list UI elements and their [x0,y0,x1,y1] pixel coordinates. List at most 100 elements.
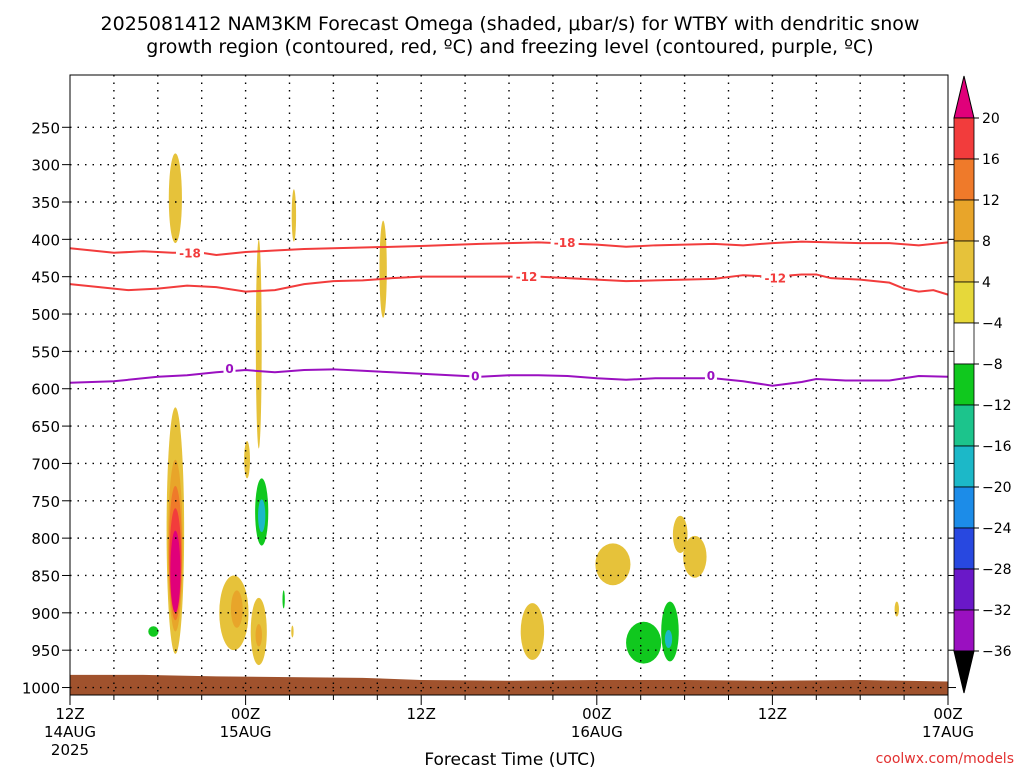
colorbar-top-arrow [953,75,975,119]
y-tick-label: 450 [31,269,60,287]
omega-cell [230,590,243,628]
x-tick-label: 12Z [55,705,84,723]
omega-cell [170,530,181,613]
colorbar-label: −32 [982,603,1012,619]
omega-cell [520,603,545,660]
y-tick-label: 550 [31,343,60,361]
credit-text: coolwx.com/models [876,751,1014,767]
colorbar-bin [953,527,975,570]
y-tick-label: 350 [31,194,60,212]
colorbar-label: −20 [982,480,1012,496]
contour-label-bg [469,368,482,385]
colorbar-label: 8 [982,234,991,250]
y-tick-label: 750 [31,493,60,511]
colorbar-label: 12 [982,193,1000,209]
contour-label-bg [175,244,204,261]
x-tick-label: 15AUG [220,723,272,741]
colorbar-bin [953,117,975,160]
terrain-fill [70,674,948,695]
omega-cell [379,220,387,318]
contour-label: 0 [225,362,233,376]
y-tick-label: 1000 [22,680,60,698]
colorbar: 20 16 12 8 4 −4 −8 −12 −16 −20 −24 −28 −32 −36 [953,75,1012,694]
omega-cell [664,630,673,648]
y-tick-label: 650 [31,418,60,436]
x-tick-label: 12Z [407,705,436,723]
colorbar-bin [953,281,975,324]
x-tick-label: 00Z [231,705,260,723]
contour-label: -12 [764,272,786,286]
colorbar-label: −24 [982,521,1012,537]
y-tick-label: 400 [31,231,60,249]
y-tick-label: 800 [31,530,60,548]
x-tick-label: 14AUG [44,723,96,741]
colorbar-bin [953,609,975,652]
plot-background [70,75,948,695]
colorbar-bin [953,445,975,488]
contour-label-bg [512,268,541,285]
contour-label-bg [761,270,790,287]
colorbar-label: 4 [982,275,991,291]
x-tick-label: 2025 [51,741,89,759]
x-tick-label: 12Z [758,705,787,723]
contour-line [69,273,949,296]
contour-label: -12 [516,270,538,284]
omega-cell [255,624,262,647]
omega-cell [148,626,159,637]
y-tick-label: 500 [31,306,60,324]
x-tick-label: 16AUG [571,723,623,741]
contour-label-bg [704,367,717,384]
omega-cell [595,543,631,586]
terrain [70,674,948,695]
colorbar-label: 16 [982,152,1000,168]
colorbar-label: −4 [982,316,1003,332]
chart-title-line1: 2025081412 NAM3KM Forecast Omega (shaded… [101,13,920,35]
colorbar-label: −28 [982,562,1012,578]
colorbar-label: −8 [982,357,1003,373]
plot-area: -18 -18 -12 -12 0 0 0 [69,74,949,696]
x-tick-label: 17AUG [922,723,974,741]
contour-label-bg [223,360,236,377]
colorbar-label: 20 [982,111,1000,127]
y-tick-label: 900 [31,605,60,623]
x-tick-label: 00Z [582,705,611,723]
omega-cell [683,535,707,578]
omega-cell [894,601,899,617]
colorbar-bin [953,158,975,201]
omega-cell [291,625,294,638]
colorbar-bin [953,240,975,283]
colorbar-bin [953,322,975,365]
y-tick-label: 950 [31,642,60,660]
omega-cell [626,621,662,664]
colorbar-label: −16 [982,439,1012,455]
colorbar-bin [953,199,975,242]
omega-cell [255,239,262,449]
contour-label: -18 [179,246,201,260]
contour-label-bg [550,234,579,251]
omega-cell [672,515,688,554]
colorbar-bin [953,404,975,447]
colorbar-label: −12 [982,398,1012,414]
contour-label: 0 [471,370,479,384]
omega-cell [291,189,297,242]
contour-line [69,368,949,387]
omega-cell [168,153,182,244]
omega-cell [282,590,285,609]
contour-label: 0 [707,369,715,383]
colorbar-bin [953,363,975,406]
x-tick-label: 00Z [933,705,962,723]
contours: -18 -18 -12 -12 0 0 0 [69,234,949,387]
y-tick-label: 250 [31,119,60,137]
contour-label: -18 [554,236,576,250]
y-tick-label: 700 [31,455,60,473]
y-tick-label: 600 [31,381,60,399]
colorbar-bottom-arrow [953,650,975,694]
colorbar-bin [953,486,975,529]
y-tick-label: 850 [31,567,60,585]
x-axis-label: Forecast Time (UTC) [424,750,595,768]
colorbar-label: −36 [982,644,1012,660]
chart-title-line2: growth region (contoured, red, ºC) and f… [146,36,873,58]
colorbar-bin [953,568,975,611]
